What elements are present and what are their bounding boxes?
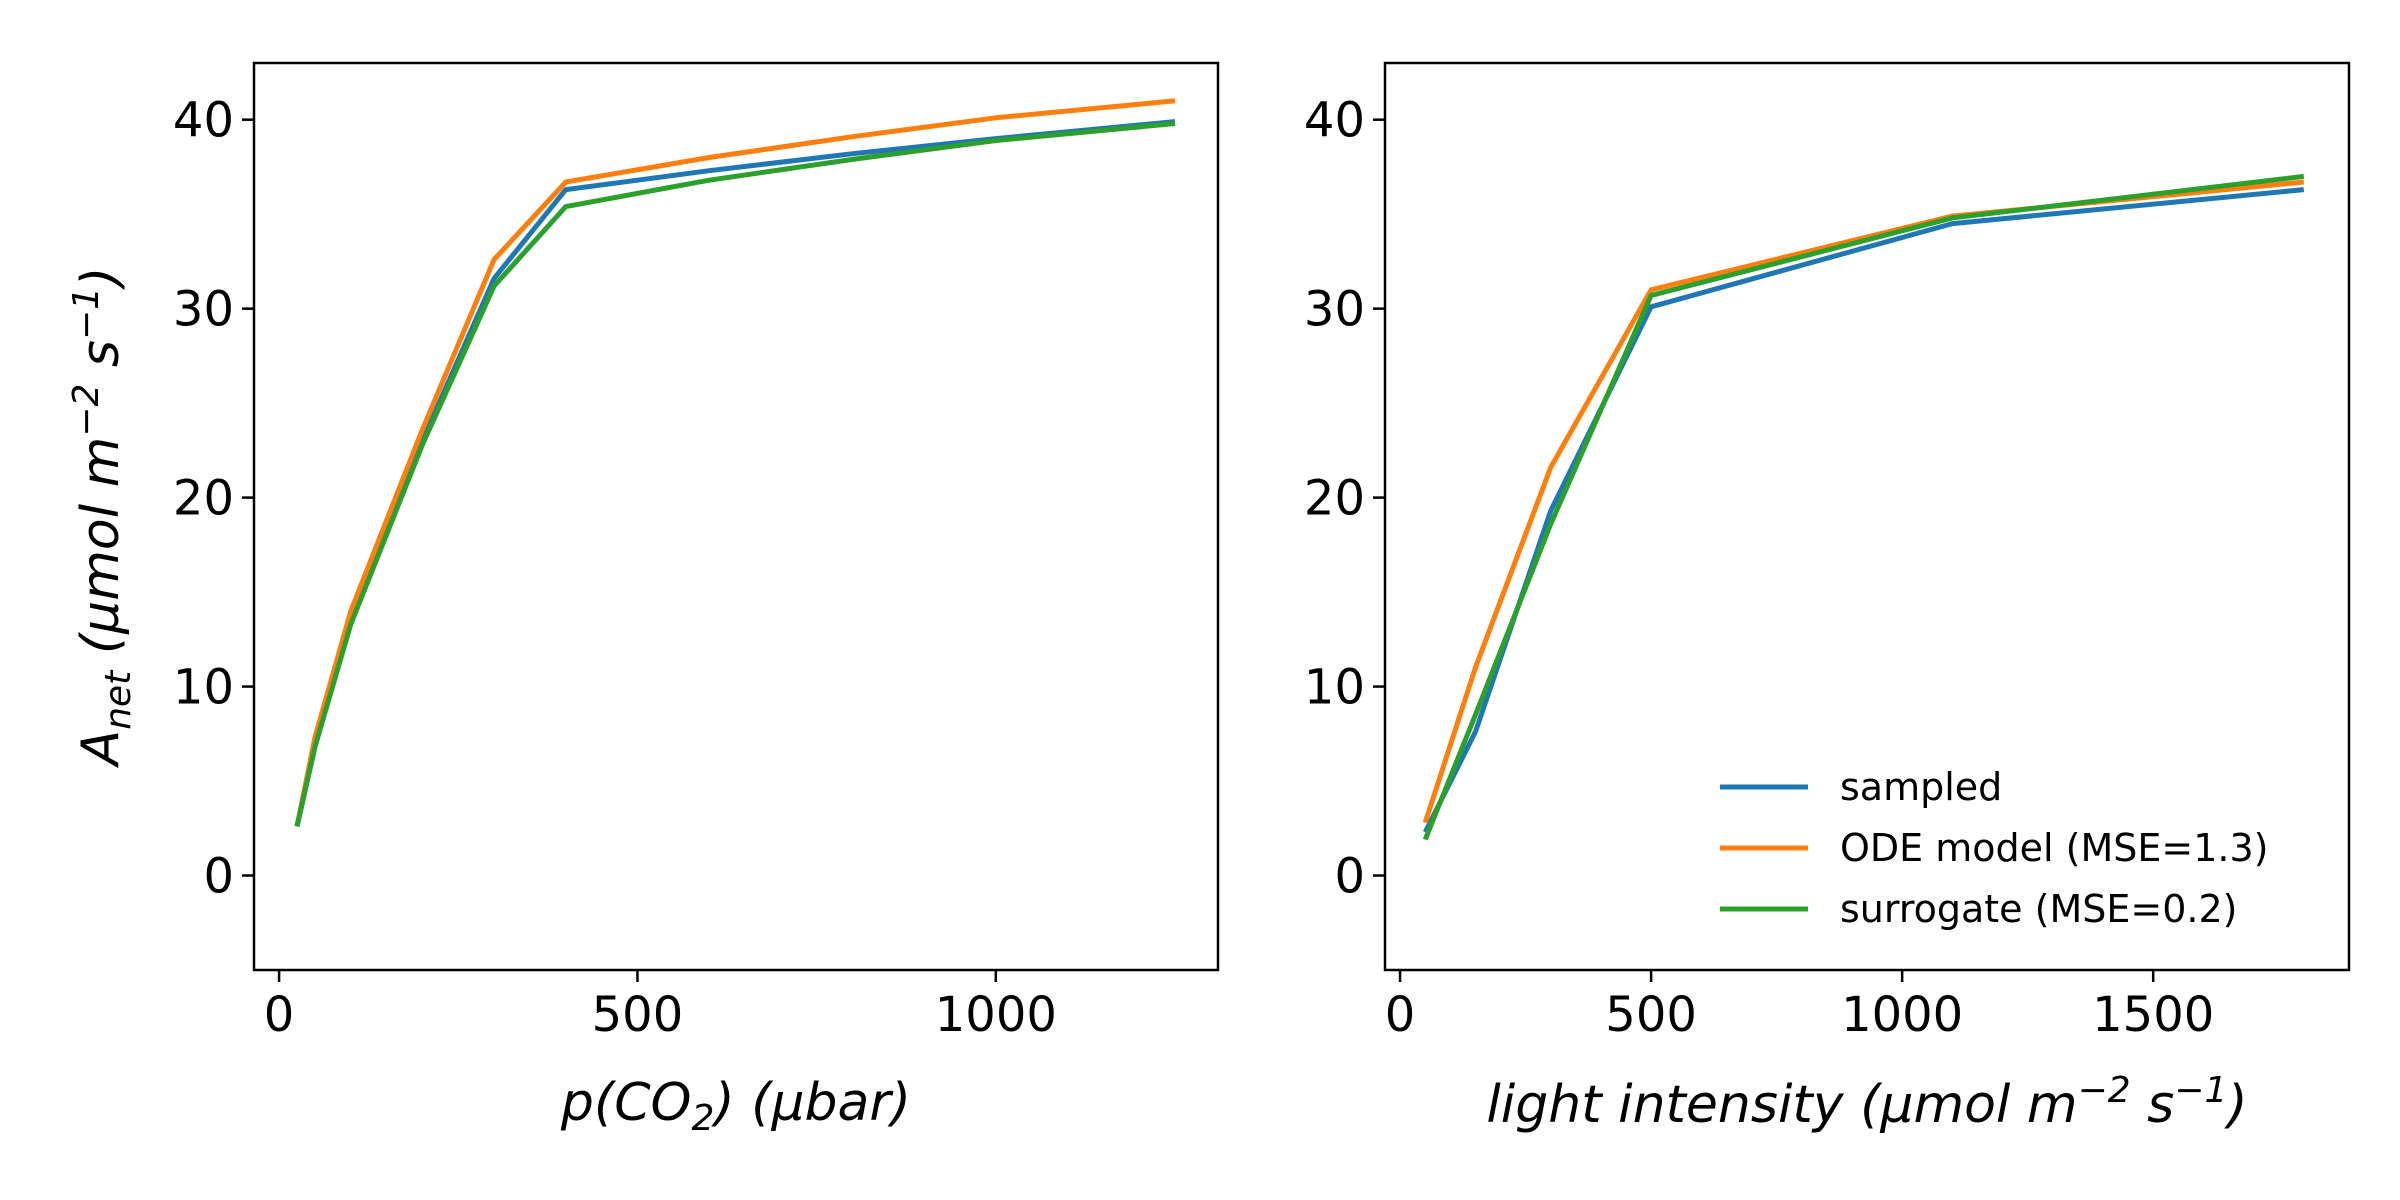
co2-x-tick-label: 1000	[935, 987, 1057, 1043]
light-plot-lines	[1422, 173, 2305, 841]
light-x-tick-label: 0	[1385, 987, 1416, 1043]
co2-series-line-surrogate-mse-0-2	[294, 121, 1176, 827]
light-x-tick-label: 1500	[2092, 987, 2214, 1043]
legend-label-sampled: sampled	[1840, 765, 2002, 809]
light-y-tick-label: 30	[1304, 282, 1365, 338]
light-x-axis-label: light intensity (μmol m−2 s−1)	[1486, 1070, 2247, 1135]
co2-y-tick-label: 30	[173, 282, 234, 338]
co2-series-line-ode-model-mse-1-3	[294, 98, 1176, 827]
co2-x-ticks: 0 500 1000	[264, 970, 1057, 1043]
light-series-line-surrogate-mse-0-2	[1422, 173, 2305, 841]
light-response-panel: 0 500 1000 1500 0 10 20 30 40 light intensity (…	[1304, 61, 2351, 1135]
co2-y-ticks: 0 10 20 30 40	[173, 93, 254, 905]
co2-y-tick-label: 0	[203, 849, 234, 905]
light-x-tick-label: 1000	[1841, 987, 1963, 1043]
light-y-tick-label: 10	[1304, 660, 1365, 716]
co2-y-tick-label: 20	[173, 471, 234, 527]
legend: sampled ODE model (MSE=1.3) surrogate (MSE…	[1720, 765, 2269, 931]
light-y-ticks: 0 10 20 30 40	[1304, 93, 1385, 905]
co2-x-axis-label: p(CO2) (μbar)	[560, 1073, 911, 1139]
light-y-tick-label: 0	[1334, 849, 1365, 905]
light-axes-frame	[1383, 61, 2351, 972]
co2-y-tick-label: 10	[173, 660, 234, 716]
light-y-tick-label: 40	[1304, 93, 1365, 149]
co2-plot-lines	[294, 98, 1176, 827]
light-x-tick-label: 500	[1605, 987, 1697, 1043]
legend-label-surrogate-mse-0-2: surrogate (MSE=0.2)	[1840, 887, 2237, 931]
light-x-ticks: 0 500 1000 1500	[1385, 970, 2214, 1043]
co2-y-tick-label: 40	[173, 93, 234, 149]
co2-x-tick-label: 500	[592, 987, 684, 1043]
co2-x-tick-label: 0	[264, 987, 295, 1043]
light-y-tick-label: 20	[1304, 471, 1365, 527]
co2-axes-frame	[252, 61, 1220, 972]
legend-label-ode-model-mse-1-3: ODE model (MSE=1.3)	[1840, 826, 2269, 870]
